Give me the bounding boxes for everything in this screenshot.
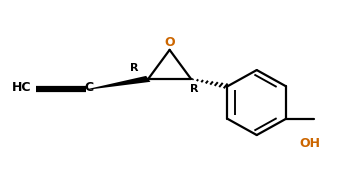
Polygon shape [87,76,150,90]
Text: R: R [130,63,138,73]
Text: O: O [164,36,175,49]
Text: HC: HC [11,81,31,94]
Text: R: R [190,84,199,94]
Text: C: C [84,81,94,94]
Text: OH: OH [300,137,321,150]
